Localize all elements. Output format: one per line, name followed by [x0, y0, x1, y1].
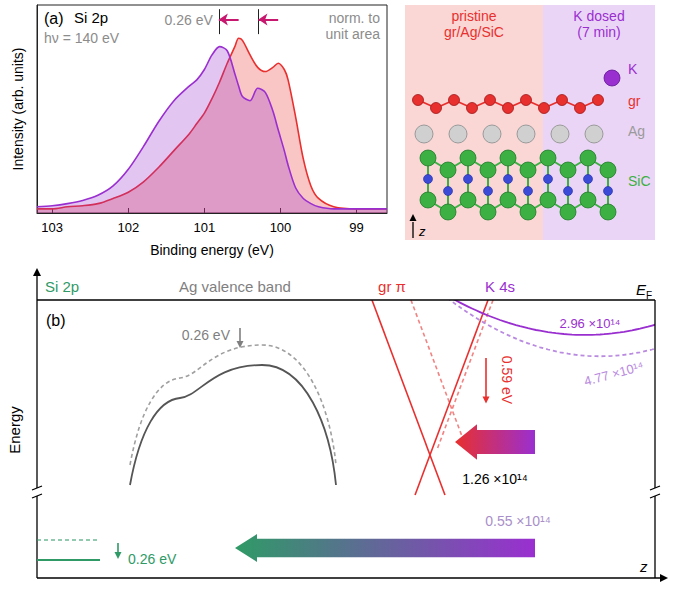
svg-text:z: z	[639, 558, 648, 575]
svg-text:(a): (a)	[44, 10, 64, 27]
svg-text:K 4s: K 4s	[485, 278, 515, 295]
svg-text:hν = 140 eV: hν = 140 eV	[44, 30, 120, 46]
svg-text:1.26 ×10¹⁴: 1.26 ×10¹⁴	[462, 471, 528, 487]
svg-text:gr π: gr π	[378, 278, 406, 295]
svg-text:EF: EF	[636, 281, 652, 301]
svg-text:SiC: SiC	[628, 173, 651, 189]
svg-text:Ag valence band: Ag valence band	[179, 278, 291, 295]
svg-text:Si 2p: Si 2p	[45, 278, 79, 295]
svg-text:Si 2p: Si 2p	[74, 9, 108, 26]
svg-text:Intensity (arb. units): Intensity (arb. units)	[10, 48, 26, 171]
svg-text:unit area: unit area	[326, 26, 381, 42]
svg-text:4.77 ×10¹⁴: 4.77 ×10¹⁴	[582, 359, 645, 389]
svg-text:Binding energy (eV): Binding energy (eV)	[150, 242, 274, 258]
svg-text:gr: gr	[628, 93, 641, 109]
svg-text:0.59 eV: 0.59 eV	[499, 356, 515, 405]
svg-text:0.26 eV: 0.26 eV	[128, 551, 177, 567]
svg-text:norm. to: norm. to	[329, 10, 381, 26]
svg-text:0.26 eV: 0.26 eV	[182, 327, 231, 343]
svg-text:99: 99	[349, 220, 363, 235]
svg-text:(7 min): (7 min)	[577, 24, 621, 40]
svg-text:K dosed: K dosed	[573, 8, 624, 24]
svg-text:(b): (b)	[46, 312, 66, 329]
svg-text:0.55 ×10¹⁴: 0.55 ×10¹⁴	[485, 513, 551, 529]
svg-text:pristine: pristine	[451, 8, 496, 24]
svg-text:102: 102	[117, 220, 139, 235]
svg-text:0.26 eV: 0.26 eV	[165, 12, 214, 28]
svg-text:z: z	[418, 224, 426, 239]
svg-text:100: 100	[270, 220, 292, 235]
svg-text:Ag: Ag	[628, 123, 645, 139]
svg-text:K: K	[628, 61, 638, 77]
svg-text:101: 101	[194, 220, 216, 235]
svg-text:2.96 ×10¹⁴: 2.96 ×10¹⁴	[560, 316, 621, 331]
svg-text:gr/Ag/SiC: gr/Ag/SiC	[444, 24, 504, 40]
svg-text:Energy: Energy	[6, 406, 23, 454]
svg-text:103: 103	[41, 220, 63, 235]
